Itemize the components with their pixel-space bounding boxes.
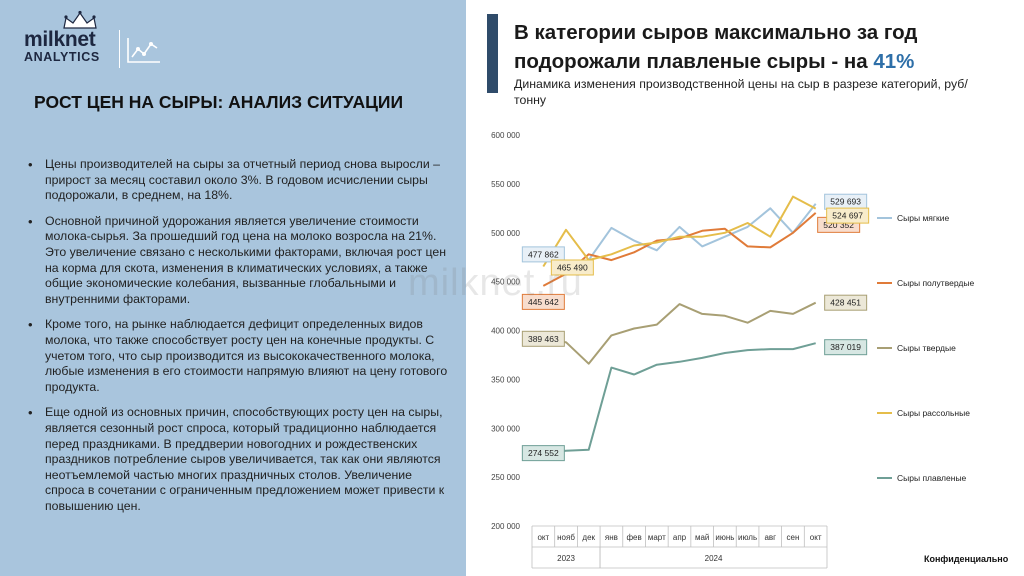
logo-text-analytics: ANALYTICS	[24, 50, 100, 64]
y-tick-label: 200 000	[491, 522, 520, 531]
data-label-start-box	[521, 445, 565, 462]
data-label-end: 387 019	[830, 342, 861, 352]
x-tick-label: сен	[787, 533, 800, 542]
page-title: В категории сыров максимально за год под…	[514, 18, 1014, 76]
data-label-start-box	[521, 246, 565, 263]
x-tick-label: нояб	[557, 533, 575, 542]
series-line-2	[542, 212, 817, 287]
year-group-label: 2023	[557, 554, 575, 563]
title-accent-bar	[487, 14, 498, 93]
y-tick-label: 450 000	[491, 278, 520, 287]
logo-divider	[119, 30, 120, 68]
bullet-item: Цены производителей на сыры за отчетный …	[28, 157, 452, 204]
x-tick-label: окт	[537, 533, 549, 542]
year-group-label: 2024	[705, 554, 723, 563]
milknet-logo: milknet ANALYTICS	[18, 10, 168, 72]
x-tick-label: окт	[810, 533, 822, 542]
x-tick-label: авг	[764, 533, 776, 542]
data-label-end-box	[826, 207, 870, 224]
data-label-start: 477 862	[528, 249, 559, 259]
series-line-3	[543, 301, 817, 365]
section-title: РОСТ ЦЕН НА СЫРЫ: АНАЛИЗ СИТУАЦИИ	[34, 92, 404, 112]
data-label-end: 529 693	[830, 197, 861, 207]
data-label-start: 445 642	[528, 297, 559, 307]
left-panel: milknet ANALYTICS РОСТ ЦЕН НА СЫРЫ: АНАЛ…	[0, 0, 466, 576]
data-label-end: 524 697	[832, 211, 863, 221]
page-title-text: В категории сыров максимально за год под…	[514, 21, 918, 73]
y-tick-label: 350 000	[491, 375, 520, 384]
data-label-start: 465 490	[557, 262, 588, 272]
y-tick-label: 300 000	[491, 424, 520, 433]
data-label-start-box	[521, 293, 565, 310]
bullet-item: Основной причиной удорожания является ув…	[28, 214, 452, 308]
x-tick-label: май	[695, 533, 709, 542]
legend-label: Сыры мягкие	[897, 213, 949, 223]
bullet-list: Цены производителей на сыры за отчетный …	[28, 157, 452, 524]
series-line-4	[542, 195, 817, 268]
legend-label: Сыры твердые	[897, 343, 956, 353]
y-tick-label: 600 000	[491, 131, 520, 140]
bullet-item: Еще одной из основных причин, способству…	[28, 405, 452, 514]
data-label-end-box	[824, 339, 868, 356]
x-tick-label: фев	[626, 533, 641, 542]
x-tick-label: июль	[738, 533, 757, 542]
data-label-end: 520 352	[823, 220, 854, 230]
x-tick-label: янв	[605, 533, 618, 542]
x-tick-label: апр	[673, 533, 687, 542]
series-line-5	[543, 342, 816, 455]
data-label-start: 274 552	[528, 448, 559, 458]
legend-label: Сыры полутвердые	[897, 278, 974, 288]
y-tick-label: 400 000	[491, 327, 520, 336]
x-tick-label: дек	[582, 533, 595, 542]
y-tick-label: 250 000	[491, 473, 520, 482]
legend-label: Сыры плавленые	[897, 473, 967, 483]
legend-label: Сыры рассольные	[897, 408, 970, 418]
y-tick-label: 550 000	[491, 180, 520, 189]
y-tick-label: 500 000	[491, 229, 520, 238]
bullet-item: Кроме того, на рынке наблюдается дефицит…	[28, 317, 452, 395]
data-label-start-box	[550, 259, 594, 276]
data-label-end-box	[824, 294, 868, 311]
x-tick-label: июнь	[715, 533, 734, 542]
chart-trend-icon	[127, 38, 160, 63]
crown-icon	[63, 10, 97, 29]
data-label-start: 389 463	[528, 334, 559, 344]
title-highlight-percent: 41%	[873, 50, 915, 73]
chart-subtitle: Динамика изменения производственной цены…	[514, 77, 968, 107]
confidential-label: Конфиденциально	[924, 554, 1009, 564]
x-tick-label: март	[648, 533, 666, 542]
data-label-start-box	[521, 330, 565, 347]
logo-text-milknet: milknet	[24, 28, 96, 51]
cheese-price-line-chart: 200 000 250 000 300 000 350 000 400 000 450 0…	[491, 131, 974, 569]
data-label-end: 428 451	[830, 298, 861, 308]
